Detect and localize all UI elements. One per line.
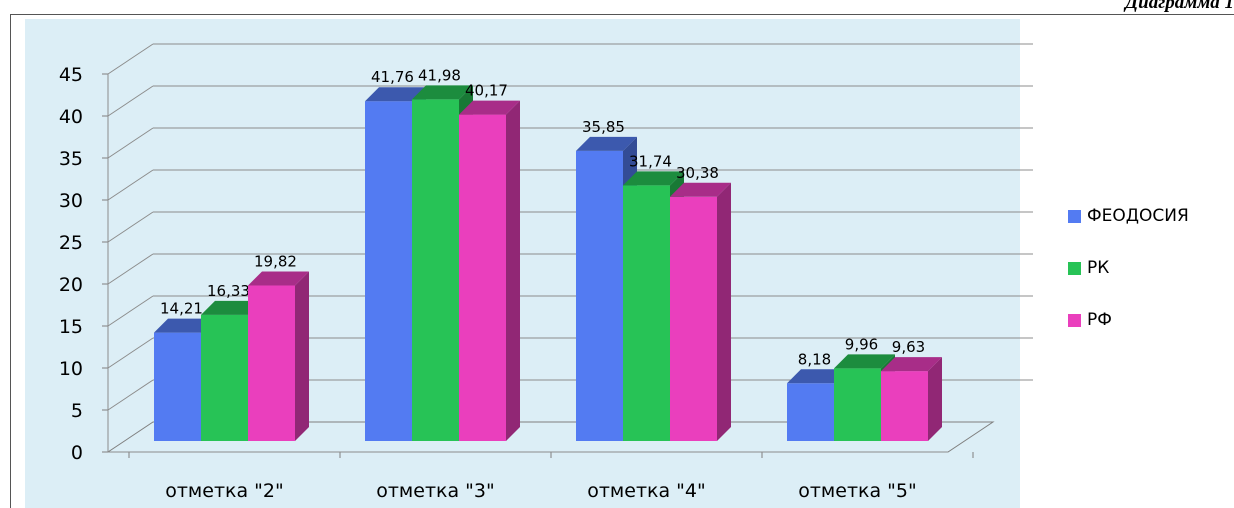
diagram-caption: Диаграмма 1 <box>1125 0 1234 13</box>
bar-front <box>623 185 670 441</box>
bar-front <box>201 314 248 441</box>
bar-top <box>154 318 215 333</box>
bar-top <box>576 136 637 151</box>
data-label: 14,21 <box>160 300 203 318</box>
gridline-side <box>107 295 154 327</box>
bar-front <box>248 285 295 441</box>
data-label: 8,18 <box>798 350 831 368</box>
y-tick-label: 25 <box>59 232 83 254</box>
bar-top <box>201 300 262 315</box>
bar-top <box>670 182 731 197</box>
data-label: 16,33 <box>207 282 250 300</box>
legend-swatch-rk <box>1068 261 1081 275</box>
bar-side <box>928 357 942 441</box>
bar-side <box>717 182 731 442</box>
legend-swatch-rf <box>1068 313 1081 327</box>
bar-top <box>248 271 309 286</box>
category-label: отметка "5" <box>798 480 917 502</box>
gridline-side <box>107 253 154 285</box>
bar-top <box>787 369 848 384</box>
bar-front <box>365 101 412 441</box>
gridline-side <box>107 85 154 117</box>
bar-front <box>459 114 506 442</box>
chart-frame <box>10 14 1234 508</box>
gridline-side <box>107 127 154 159</box>
bar-top <box>459 100 520 115</box>
data-label: 35,85 <box>582 118 625 136</box>
category-label: отметка "4" <box>587 480 706 502</box>
bar-front <box>787 383 834 441</box>
bar-top <box>881 357 942 372</box>
bar-front <box>154 332 201 441</box>
gridline-side <box>107 169 154 201</box>
bar-top <box>412 85 473 100</box>
gridline-side <box>107 211 154 243</box>
legend-swatch-feodosia <box>1068 209 1081 223</box>
data-label: 41,76 <box>371 68 414 86</box>
y-tick-label: 35 <box>59 148 83 170</box>
legend-item-feodosia: ФЕОДОСИЯ <box>1068 204 1189 228</box>
y-tick-label: 45 <box>59 64 83 86</box>
data-label: 19,82 <box>254 253 297 271</box>
bar-top <box>834 354 895 369</box>
y-tick-label: 0 <box>71 442 83 464</box>
gridline-side <box>107 43 154 75</box>
data-label: 30,38 <box>676 164 719 182</box>
bar-top <box>623 171 684 186</box>
bar-front <box>576 150 623 442</box>
data-label: 31,74 <box>629 152 672 170</box>
legend: ФЕОДОСИЯ РК РФ <box>1068 204 1189 360</box>
y-tick-label: 30 <box>59 190 83 212</box>
bar-side <box>295 271 309 441</box>
legend-label-rk: РК <box>1087 258 1110 278</box>
bar-side <box>506 100 520 442</box>
y-tick-label: 10 <box>59 358 83 380</box>
bar-front <box>881 371 928 441</box>
gridline-side <box>107 337 154 369</box>
y-tick-label: 20 <box>59 274 83 296</box>
bar-top <box>365 87 426 102</box>
legend-label-rf: РФ <box>1087 310 1112 330</box>
legend-label-feodosia: ФЕОДОСИЯ <box>1087 206 1189 226</box>
bar-front <box>670 196 717 441</box>
legend-item-rf: РФ <box>1068 308 1189 332</box>
bar-front <box>412 99 459 442</box>
y-tick-label: 40 <box>59 106 83 128</box>
data-label: 9,96 <box>845 335 878 353</box>
gridline-side <box>107 379 154 411</box>
y-tick-label: 15 <box>59 316 83 338</box>
category-label: отметка "2" <box>165 480 284 502</box>
bar-front <box>834 368 881 441</box>
legend-item-rk: РК <box>1068 256 1189 280</box>
category-label: отметка "3" <box>376 480 495 502</box>
data-label: 41,98 <box>418 66 461 84</box>
y-tick-label: 5 <box>71 400 83 422</box>
data-label: 40,17 <box>465 82 508 100</box>
data-label: 9,63 <box>892 338 925 356</box>
